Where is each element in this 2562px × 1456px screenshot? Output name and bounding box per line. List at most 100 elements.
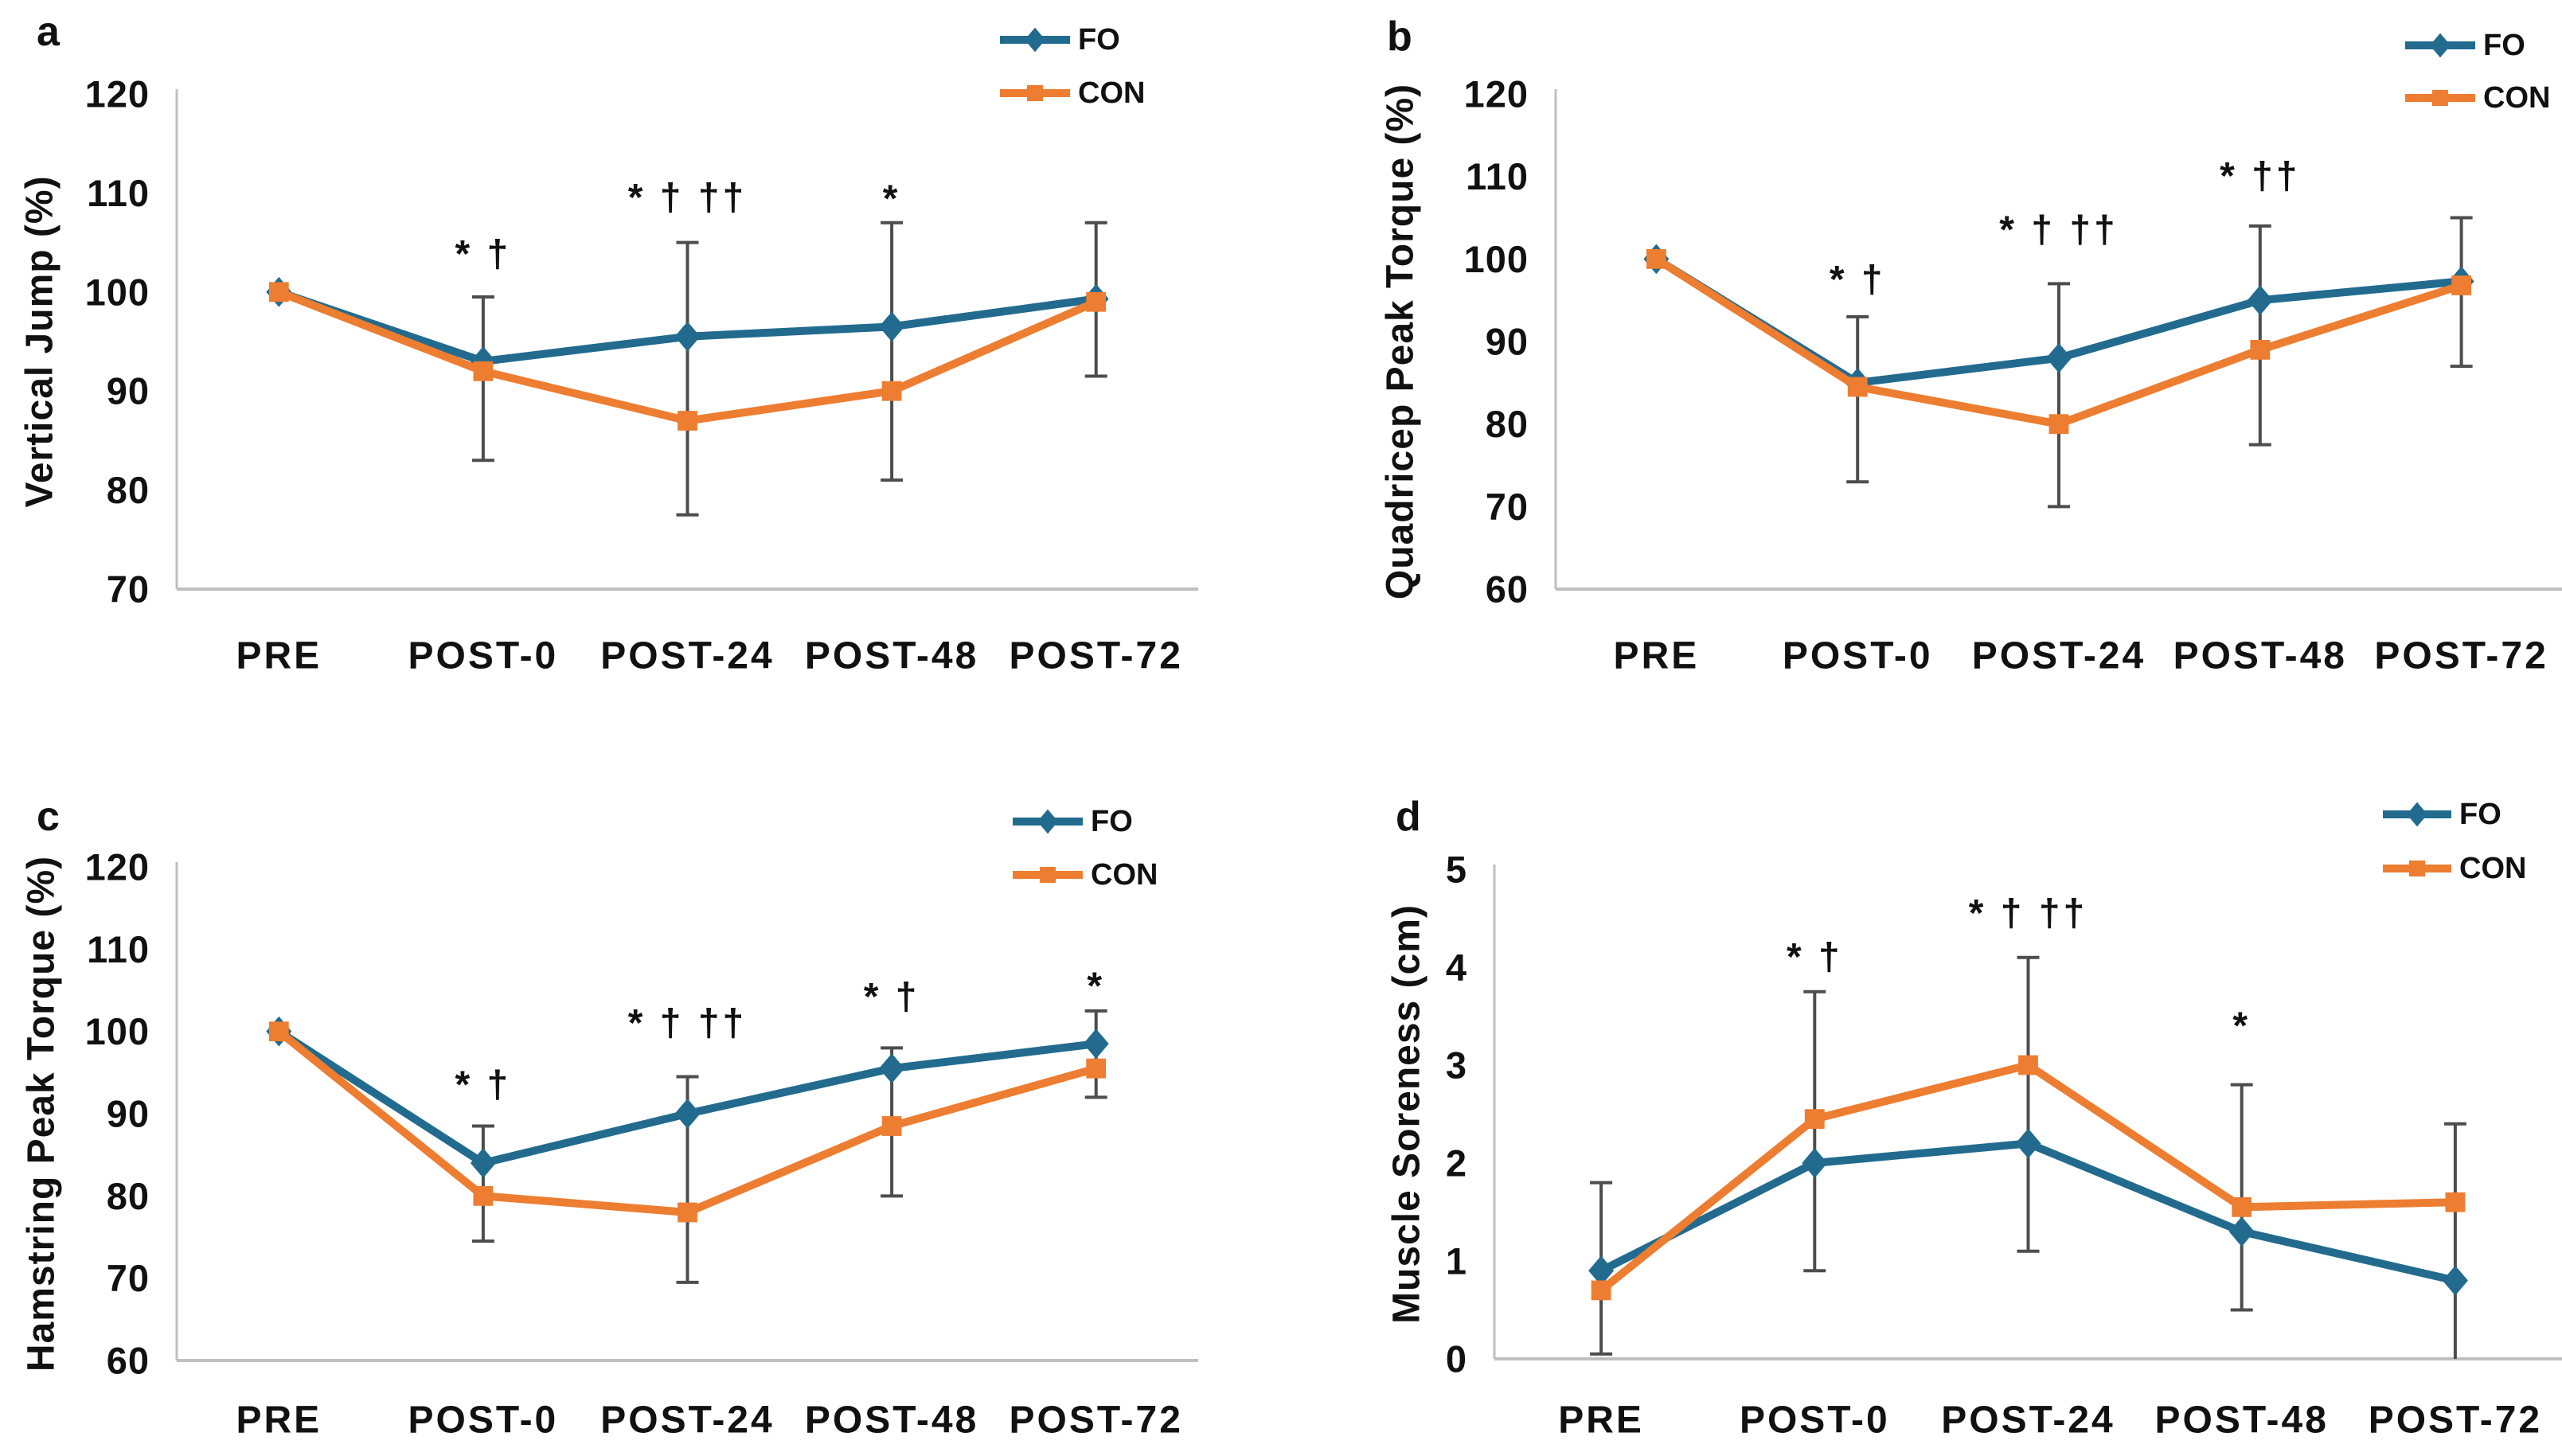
- y-tick-label: 70: [107, 1257, 150, 1299]
- significance-annotation: *: [883, 178, 901, 220]
- legend-fo-marker: [2407, 802, 2427, 827]
- legend-con-marker: [1026, 84, 1044, 102]
- x-tick-label: POST-24: [1972, 635, 2146, 677]
- y-tick-label: 4: [1446, 947, 1467, 989]
- fo-data-marker: [879, 1053, 905, 1084]
- y-tick-label: 2: [1446, 1142, 1467, 1185]
- y-axis-title: Vertical Jump (%): [19, 175, 61, 507]
- legend-con-marker: [2431, 89, 2449, 107]
- con-data-marker: [2451, 275, 2471, 295]
- x-tick-label: POST-0: [408, 1399, 559, 1442]
- y-tick-label: 90: [1486, 321, 1529, 363]
- y-axis-title: Quadricep Peak Torque (%): [1380, 84, 1422, 599]
- y-tick-label: 120: [1464, 73, 1529, 115]
- significance-annotation: *: [1087, 965, 1105, 1007]
- con-data-marker: [2232, 1196, 2252, 1217]
- panel-letter: c: [37, 794, 60, 840]
- x-tick-label: POST-24: [600, 1399, 774, 1442]
- con-data-marker: [1847, 377, 1868, 397]
- fo-data-marker: [879, 311, 905, 342]
- significance-annotation: * † ††: [1969, 892, 2087, 935]
- significance-annotation: * †: [455, 233, 512, 275]
- con-data-marker: [1086, 1058, 1107, 1079]
- con-data-marker: [473, 1185, 494, 1206]
- legend-fo-label: FO: [1091, 805, 1133, 838]
- y-tick-label: 90: [107, 370, 150, 412]
- y-axis-title: Hamstring Peak Torque (%): [21, 856, 63, 1372]
- con-data-marker: [2018, 1055, 2038, 1075]
- y-tick-label: 5: [1446, 849, 1467, 891]
- fo-data-marker: [674, 321, 701, 352]
- x-tick-label: PRE: [236, 1399, 322, 1442]
- x-tick-label: POST-0: [1740, 1399, 1890, 1442]
- legend-fo-label: FO: [2459, 798, 2501, 831]
- con-data-marker: [881, 1116, 902, 1136]
- con-data-marker: [268, 282, 289, 303]
- legend-con-label: CON: [1078, 76, 1145, 110]
- x-tick-label: POST-48: [2154, 1399, 2328, 1442]
- panel-a-vertical-jump-chart: 70 80 90 100 110 120 Vertical Jump (%) PRE POST-…: [19, 9, 1198, 677]
- significance-annotation: * † ††: [1999, 209, 2118, 252]
- y-tick-label: 80: [107, 1175, 150, 1217]
- fo-data-marker: [2046, 342, 2072, 373]
- con-data-marker: [678, 411, 697, 431]
- fo-data-marker: [1802, 1148, 1828, 1178]
- con-data-marker: [2445, 1192, 2466, 1212]
- legend-fo-marker: [1025, 27, 1045, 53]
- x-tick-label: POST-72: [1009, 635, 1182, 677]
- panel-letter: a: [37, 9, 61, 55]
- y-tick-label: 0: [1446, 1338, 1467, 1380]
- fo-data-marker: [2442, 1265, 2468, 1296]
- legend-con-label: CON: [2483, 81, 2550, 115]
- x-tick-label: POST-48: [805, 635, 978, 677]
- y-tick-label: 110: [87, 172, 150, 214]
- x-tick-label: POST-72: [2369, 1399, 2542, 1442]
- legend-fo-label: FO: [2483, 29, 2525, 62]
- y-axis-title: Muscle Soreness (cm): [1386, 904, 1428, 1324]
- y-tick-label: 100: [85, 271, 150, 313]
- x-tick-label: POST-0: [408, 635, 559, 677]
- legend-fo-marker: [2430, 33, 2451, 58]
- significance-annotation: * ††: [2220, 155, 2300, 197]
- legend-con-marker: [2408, 860, 2426, 877]
- con-data-marker: [1804, 1109, 1825, 1130]
- x-tick-label: POST-0: [1783, 635, 1933, 677]
- y-tick-label: 70: [107, 568, 150, 611]
- y-tick-label: 1: [1446, 1240, 1467, 1282]
- significance-annotation: * †: [1830, 259, 1886, 301]
- x-tick-label: POST-72: [2374, 635, 2548, 677]
- panel-b-quadricep-peak-torque-chart: 60 70 80 90 100 110 120 Quadricep Peak Torque (…: [1380, 14, 2562, 677]
- x-tick-label: PRE: [1558, 1399, 1644, 1442]
- y-tick-label: 80: [107, 469, 150, 511]
- con-data-marker: [1086, 291, 1107, 312]
- con-data-marker: [2250, 339, 2271, 360]
- fo-data-marker: [2247, 285, 2273, 316]
- y-tick-label: 80: [1486, 403, 1529, 445]
- significance-annotation: * † ††: [628, 177, 747, 219]
- y-tick-label: 120: [85, 846, 150, 888]
- con-data-marker: [473, 361, 494, 381]
- y-tick-label: 3: [1446, 1044, 1467, 1087]
- significance-annotation: * † ††: [628, 1002, 747, 1044]
- x-tick-label: POST-24: [600, 635, 774, 677]
- legend-fo-label: FO: [1078, 23, 1120, 57]
- panel-c-hamstring-peak-torque-chart: 60 70 80 90 100 110 120 Hamstring Peak Torque (…: [21, 794, 1198, 1442]
- x-tick-label: PRE: [1614, 635, 1700, 677]
- con-data-marker: [881, 381, 902, 401]
- x-tick-label: POST-48: [2173, 635, 2347, 677]
- y-tick-label: 60: [1486, 568, 1529, 611]
- x-tick-label: PRE: [236, 635, 322, 677]
- con-data-marker: [1591, 1280, 1611, 1301]
- y-tick-label: 120: [85, 73, 150, 115]
- legend-fo-marker: [1037, 809, 1058, 834]
- y-tick-label: 110: [87, 928, 150, 970]
- con-data-marker: [678, 1202, 697, 1223]
- legend-con-marker: [1039, 866, 1056, 884]
- panel-d-muscle-soreness-chart: 0 1 2 3 4 5 Muscle Soreness (cm) PRE POST-0 POST-…: [1386, 794, 2562, 1442]
- significance-annotation: * †: [455, 1064, 512, 1106]
- panel-letter: b: [1387, 14, 1412, 60]
- significance-annotation: *: [2232, 1005, 2251, 1047]
- y-tick-label: 70: [1486, 486, 1529, 528]
- fo-data-marker: [1083, 1029, 1109, 1060]
